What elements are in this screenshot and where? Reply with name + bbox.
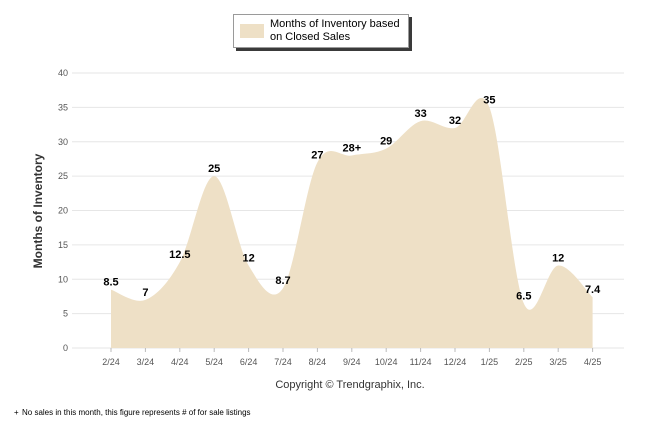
x-tick-label: 3/24 — [137, 357, 155, 367]
data-labels: 8.5 7 12.5 25 12 8.7 27 28+ 29 33 32 35 6.5 12 7.4 — [103, 94, 601, 302]
footnote-text: No sales in this month, this figure repr… — [22, 408, 251, 417]
data-label: 12 — [242, 253, 254, 265]
y-tick-label: 5 — [63, 309, 68, 319]
data-label: 8.7 — [275, 275, 290, 287]
data-label: 29 — [380, 136, 392, 148]
data-label: 27 — [311, 149, 323, 161]
legend: Months of Inventory based on Closed Sale… — [233, 14, 409, 48]
x-tick-label: 5/24 — [205, 357, 223, 367]
y-tick-label: 0 — [63, 343, 68, 353]
data-label: 6.5 — [516, 290, 531, 302]
data-label: 32 — [449, 115, 461, 127]
x-tick-label: 10/24 — [375, 357, 398, 367]
data-label: 12 — [552, 253, 564, 265]
data-label: 8.5 — [103, 277, 118, 289]
data-label: 33 — [414, 108, 426, 120]
y-axis-title: Months of Inventory — [31, 153, 45, 268]
x-tick-label: 2/24 — [102, 357, 120, 367]
area-series — [111, 97, 593, 348]
legend-swatch — [240, 24, 264, 38]
x-tick-label: 6/24 — [240, 357, 258, 367]
area-series-fill — [111, 97, 593, 348]
y-tick-label: 30 — [58, 137, 68, 147]
x-axis-ticks: 2/24 3/24 4/24 5/24 6/24 7/24 8/24 9/24 10/24 11/… — [102, 348, 601, 367]
x-tick-label: 9/24 — [343, 357, 361, 367]
data-label: 12.5 — [169, 249, 190, 261]
data-label: 35 — [483, 94, 495, 106]
x-tick-label: 12/24 — [444, 357, 467, 367]
x-tick-label: 1/25 — [481, 357, 499, 367]
x-tick-label: 3/25 — [549, 357, 567, 367]
y-tick-label: 40 — [58, 68, 68, 78]
y-tick-label: 10 — [58, 274, 68, 284]
y-tick-label: 25 — [58, 171, 68, 181]
data-label: 7 — [142, 287, 148, 299]
y-axis-ticks: 0 5 10 15 20 25 30 35 40 — [58, 68, 68, 353]
x-tick-label: 11/24 — [410, 357, 432, 367]
x-tick-label: 4/24 — [171, 357, 189, 367]
x-tick-label: 8/24 — [309, 357, 327, 367]
legend-label: Months of Inventory based on Closed Sale… — [270, 18, 400, 43]
data-label: 28+ — [342, 143, 361, 155]
copyright-text: Copyright © Trendgraphix, Inc. — [275, 379, 424, 391]
y-tick-label: 20 — [58, 206, 68, 216]
data-label: 7.4 — [585, 284, 601, 296]
data-label: 25 — [208, 163, 220, 175]
footnote-mark: + — [14, 408, 19, 417]
x-tick-label: 7/24 — [274, 357, 292, 367]
x-tick-label: 4/25 — [584, 357, 602, 367]
y-tick-label: 15 — [58, 240, 68, 250]
y-tick-label: 35 — [58, 102, 68, 112]
x-tick-label: 2/25 — [515, 357, 533, 367]
